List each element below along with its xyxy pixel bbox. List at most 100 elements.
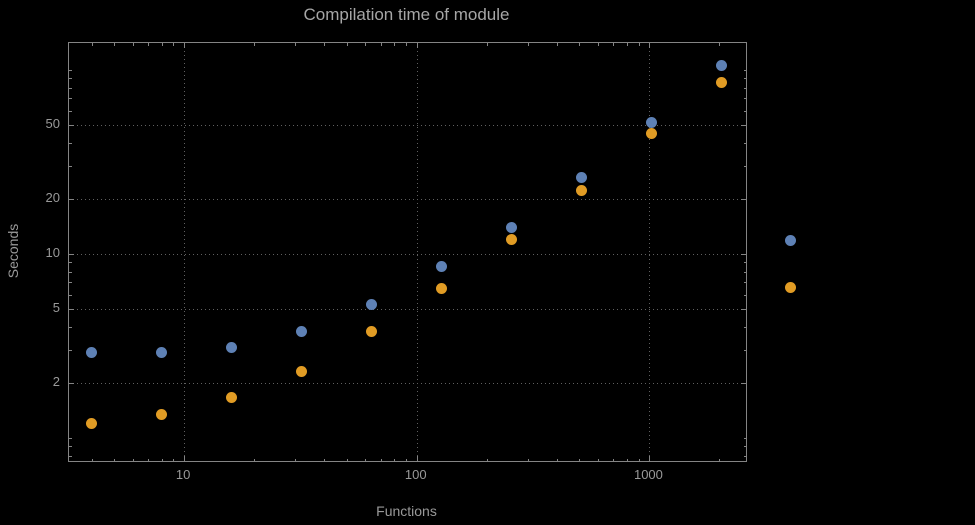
x-tick-bottom [91,458,93,461]
y-tick-label: 5 [52,300,60,316]
y-tick-left [69,309,74,311]
y-tick-right [743,327,746,329]
plot-frame [68,42,747,462]
x-tick-top [406,43,408,46]
x-tick-bottom [132,458,134,461]
x-tick-bottom [626,458,628,461]
x-tick-top [597,43,599,46]
y-tick-right [741,382,746,384]
x-tick-top [719,43,721,46]
y-tick-right [743,446,746,448]
y-tick-left [69,166,72,168]
chart-title: Compilation time of module [303,5,510,24]
y-tick-left [69,110,72,112]
y-tick-label: 20 [45,189,60,205]
gridline-y-50 [69,125,746,127]
x-axis-label: Functions [376,503,437,519]
y-tick-right [743,350,746,352]
legend-marker-blue [784,234,796,246]
data-point-series-1-blue [436,261,448,273]
y-tick-label: 10 [45,244,60,260]
y-tick-left [69,455,72,457]
x-tick-top [613,43,615,46]
x-tick-top [380,43,382,46]
y-tick-left [69,69,72,71]
data-point-series-2-orange [646,128,658,140]
data-point-series-1-blue [366,299,378,311]
data-point-series-2-orange [716,77,728,89]
x-tick-bottom [148,458,150,461]
x-tick-bottom [295,458,297,461]
y-tick-right [741,198,746,200]
gridline-y-20 [69,198,746,200]
x-tick-bottom [394,458,396,461]
data-point-series-2-orange [226,392,238,404]
data-point-series-1-blue [296,325,308,337]
x-tick-top [114,43,116,46]
x-tick-top [579,43,581,46]
y-tick-right [741,253,746,255]
gridline-y-5 [69,309,746,311]
y-tick-right [743,78,746,80]
x-tick-bottom [406,458,408,461]
x-tick-top [527,43,529,46]
x-tick-bottom [114,458,116,461]
x-tick-bottom [486,458,488,461]
gridline-x-100 [416,43,418,461]
y-tick-left [69,282,72,284]
x-tick-top [486,43,488,46]
x-tick-top [132,43,134,46]
x-tick-bottom [380,458,382,461]
x-tick-top [638,43,640,46]
gridline-x-1000 [649,43,651,461]
x-tick-top [394,43,396,46]
data-point-series-1-blue [156,347,168,359]
legend-marker-orange [784,281,796,293]
x-tick-bottom [324,458,326,461]
data-point-series-1-blue [506,221,518,233]
y-tick-right [743,294,746,296]
data-point-series-1-blue [226,342,238,354]
y-tick-right [741,125,746,127]
x-tick-top [324,43,326,46]
x-tick-bottom [556,458,558,461]
y-tick-right [743,69,746,71]
data-point-series-1-blue [646,116,658,128]
x-tick-bottom [416,456,418,461]
y-tick-left [69,198,74,200]
x-tick-bottom [346,458,348,461]
y-tick-right [743,98,746,100]
x-tick-label: 100 [404,467,427,482]
x-tick-bottom [719,458,721,461]
y-tick-left [69,125,74,127]
x-tick-top [91,43,93,46]
x-tick-top [148,43,150,46]
y-tick-left [69,294,72,296]
x-tick-top [649,43,651,48]
data-point-series-2-orange [436,282,448,294]
y-tick-left [69,327,72,329]
data-point-series-1-blue [576,172,588,184]
y-tick-left [69,446,72,448]
x-tick-bottom [613,458,615,461]
y-tick-left [69,382,74,384]
x-tick-top [254,43,256,46]
gridline-y-2 [69,382,746,384]
y-tick-label: 50 [45,116,60,132]
y-tick-left [69,87,72,89]
y-axis-label: Seconds [5,223,21,279]
y-tick-left [69,253,74,255]
x-tick-top [416,43,418,48]
x-tick-top [556,43,558,46]
y-tick-left [69,78,72,80]
x-tick-bottom [649,456,651,461]
x-tick-bottom [579,458,581,461]
x-tick-top [161,43,163,46]
y-tick-right [743,438,746,439]
x-tick-top [365,43,367,46]
x-tick-top [184,43,186,48]
y-tick-right [743,271,746,273]
y-tick-left [69,143,72,145]
data-point-series-2-orange [366,325,378,337]
y-tick-left [69,271,72,273]
